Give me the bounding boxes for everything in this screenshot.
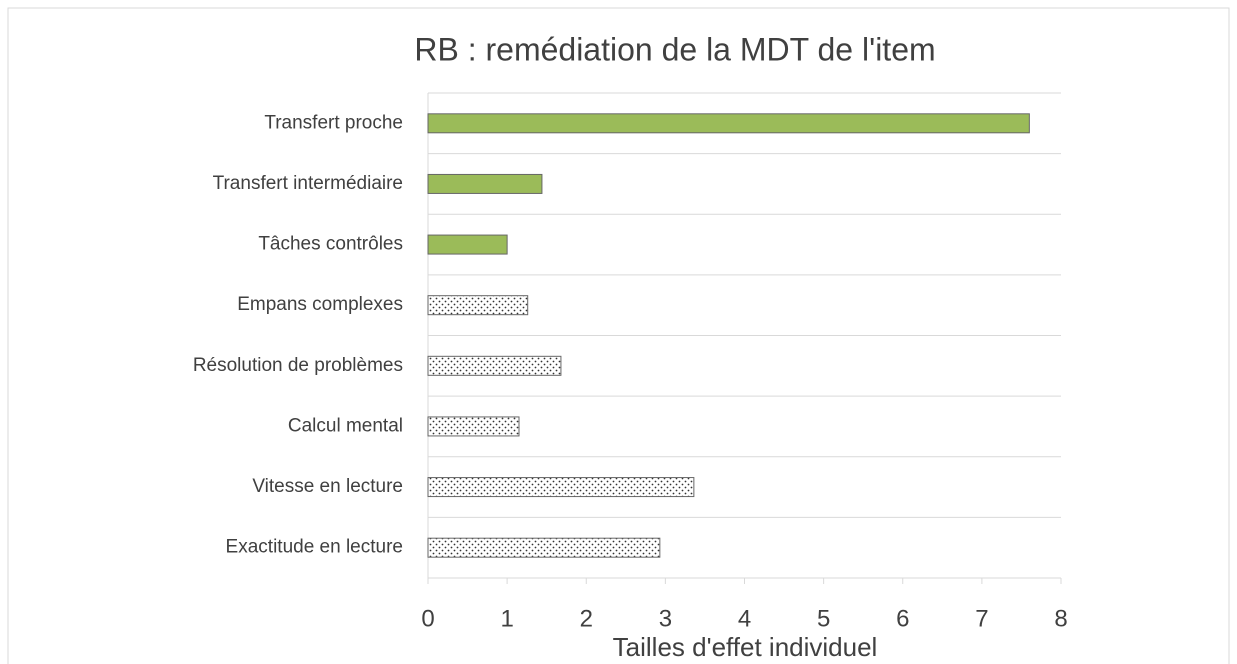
y-tick-label: Transfert proche [264,112,403,133]
bar [427,416,520,437]
x-tick-label: 6 [896,605,909,632]
y-tick-label: Vitesse en lecture [252,476,403,497]
y-tick-label: Calcul mental [288,415,403,436]
bar [427,477,695,498]
bar [427,295,529,316]
bar [427,537,661,558]
x-tick-label: 2 [580,605,593,632]
x-tick-label: 7 [975,605,988,632]
x-tick-label: 0 [421,605,434,632]
x-tick-label: 3 [659,605,672,632]
y-tick-label: Exactitude en lecture [226,537,403,558]
x-tick-label: 8 [1054,605,1067,632]
y-tick-label: Résolution de problèmes [193,355,403,376]
bar [427,355,562,376]
x-tick-label: 1 [500,605,513,632]
chart-title: RB : remédiation de la MDT de l'item [414,31,935,67]
bar [427,234,508,255]
bar [427,113,1030,134]
x-tick-label: 5 [817,605,830,632]
bar [427,173,543,194]
x-tick-label: 4 [738,605,751,632]
y-tick-label: Empans complexes [237,294,403,315]
y-tick-label: Transfert intermédiaire [213,173,403,194]
y-tick-label: Tâches contrôles [258,234,403,255]
x-axis-label: Tailles d'effet individuel [613,632,878,662]
